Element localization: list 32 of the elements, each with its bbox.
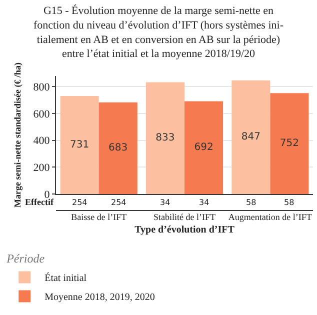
bar — [146, 82, 184, 194]
data-label: 847 — [241, 132, 260, 143]
x-tick-label: Baisse de l’IFT — [71, 212, 128, 222]
text: 58 — [284, 198, 294, 207]
text: 254 — [72, 198, 88, 207]
y-axis-title: Marge semi-nette standardisée (€ /ha) — [12, 62, 23, 208]
data-label: 683 — [108, 142, 128, 154]
y-tick-label: 600 — [33, 108, 50, 120]
y-tick-label: 200 — [33, 162, 50, 174]
x-tick-label: Augmentation de l’IFT — [228, 212, 312, 222]
data-label: 692 — [194, 142, 214, 154]
bar — [232, 80, 270, 194]
x-tick-label: Stabilité de l’IFT — [154, 212, 216, 222]
bar — [60, 96, 99, 194]
y-tick-label: 400 — [33, 135, 50, 148]
bar — [270, 93, 309, 194]
legend-label: Moyenne 2018, 2019, 2020 — [44, 292, 155, 304]
data-label: 833 — [156, 132, 175, 144]
text: Effectif — [25, 197, 54, 207]
legend-title: Période — [6, 252, 46, 266]
text: 34 — [160, 198, 170, 207]
x-axis-title: Type d’évolution d’IFT — [134, 224, 235, 236]
bar — [184, 101, 224, 194]
data-label: 731 — [70, 139, 90, 150]
bar — [98, 102, 138, 194]
data-label: 752 — [280, 138, 299, 150]
y-tick-label: 800 — [33, 82, 50, 94]
legend-label: État initial — [44, 272, 87, 284]
text: 254 — [111, 198, 126, 207]
chart-title: G15 - Évolution moyenne de la marge semi-nette en fonction du niveau d’évolution d’IFT (hors systèmes ini- tialement en AB et en conversion en AB sur la période) entre l’état initial et la moyenne 2018/19/20 — [33, 4, 284, 60]
text: 34 — [199, 198, 210, 207]
text: 58 — [246, 198, 256, 207]
